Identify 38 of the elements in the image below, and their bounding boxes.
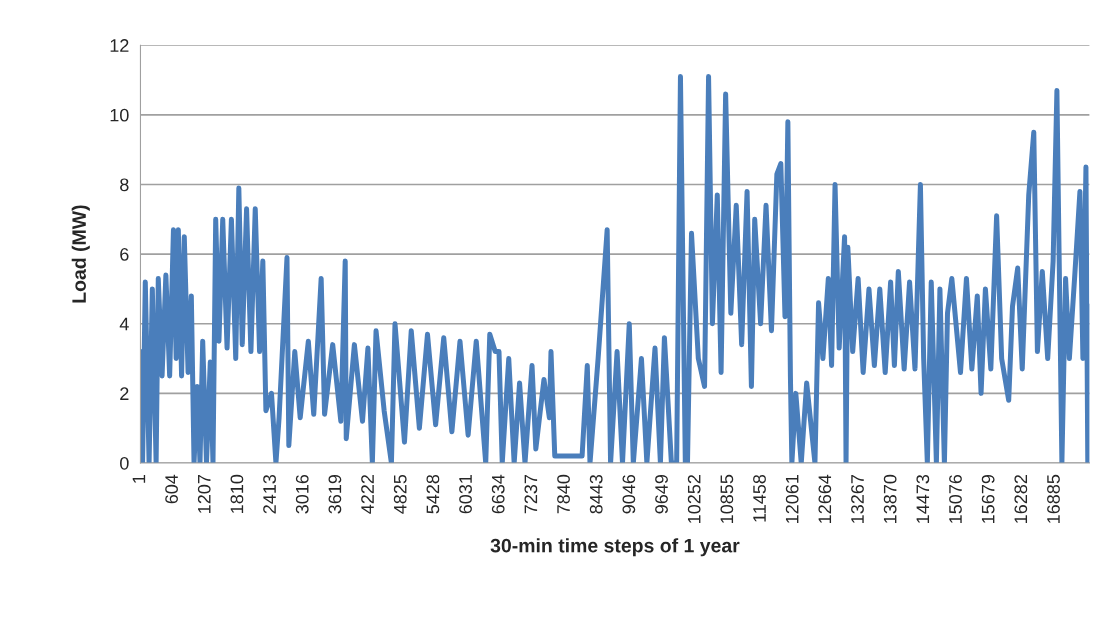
x-tick-label: 3016 bbox=[295, 474, 309, 514]
x-tick-label: 14473 bbox=[916, 474, 930, 523]
x-tick-label: 1810 bbox=[230, 474, 244, 513]
x-tick-label: 16282 bbox=[1014, 475, 1028, 523]
x-tick-label: 1 bbox=[132, 475, 146, 483]
x-tick-label: 13267 bbox=[851, 475, 864, 523]
y-tick-label: 6 bbox=[120, 248, 129, 261]
x-tick-label: 604 bbox=[165, 474, 178, 504]
x-tick-label: 6634 bbox=[491, 474, 505, 514]
y-tick-label: 12 bbox=[110, 39, 129, 52]
x-tick-label: 6031 bbox=[459, 475, 472, 514]
x-tick-label: 4825 bbox=[393, 474, 407, 514]
x-tick-label: 11458 bbox=[753, 474, 766, 522]
y-tick-label: 0 bbox=[120, 456, 129, 470]
x-tick-label: 1207 bbox=[197, 475, 211, 513]
x-axis-title: 30-min time steps of 1 year bbox=[490, 538, 740, 557]
y-tick-label: 10 bbox=[110, 108, 129, 122]
x-tick-label: 8443 bbox=[589, 474, 603, 514]
x-tick-label: 15679 bbox=[981, 474, 995, 523]
x-tick-label: 2413 bbox=[263, 474, 276, 514]
x-tick-label: 9649 bbox=[655, 474, 668, 514]
x-tick-label: 3619 bbox=[328, 474, 342, 514]
x-tick-label: 10252 bbox=[687, 475, 701, 523]
x-tick-label: 13870 bbox=[883, 474, 897, 523]
x-tick-label: 7237 bbox=[524, 475, 538, 514]
x-tick-label: 12664 bbox=[818, 474, 832, 523]
x-tick-label: 15076 bbox=[949, 474, 962, 523]
x-tick-label: 16885 bbox=[1047, 474, 1060, 523]
x-tick-label: 10855 bbox=[720, 474, 734, 523]
y-tick-label: 8 bbox=[120, 178, 129, 192]
y-tick-label: 4 bbox=[119, 317, 129, 331]
x-tick-label: 5428 bbox=[426, 474, 440, 514]
y-axis-title: Load (MW) bbox=[71, 205, 90, 303]
x-tick-label: 7840 bbox=[557, 474, 570, 514]
y-tick-label: 2 bbox=[120, 387, 129, 400]
x-tick-label: 9046 bbox=[622, 474, 636, 514]
x-tick-label: 12061 bbox=[785, 475, 799, 523]
x-tick-label: 4222 bbox=[361, 475, 374, 514]
